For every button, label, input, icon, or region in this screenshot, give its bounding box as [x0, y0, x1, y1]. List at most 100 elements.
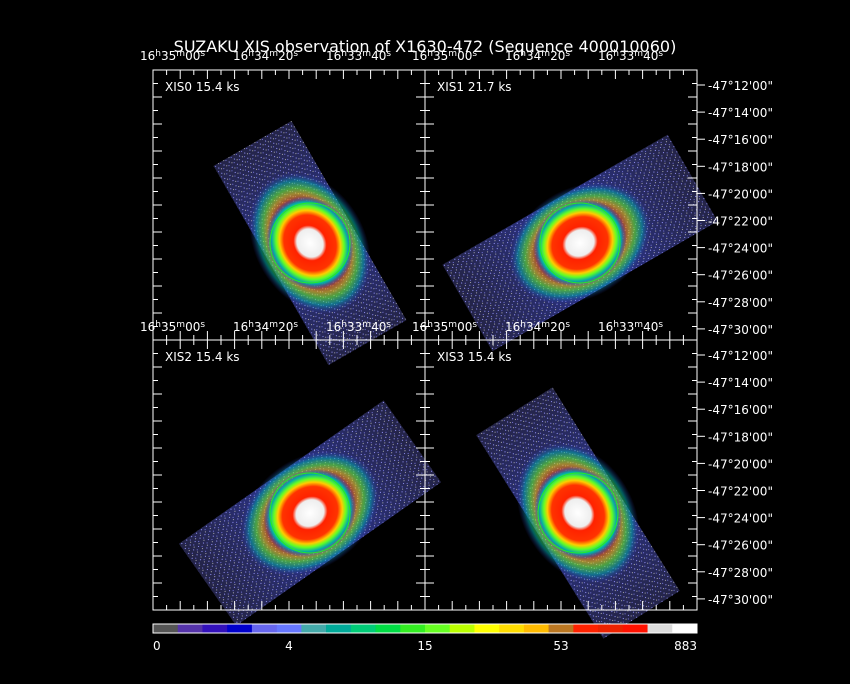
- ra-value: 20: [550, 49, 565, 63]
- ra-unit: h: [341, 320, 347, 330]
- ra-value: 16: [326, 49, 341, 63]
- ra-value: 40: [643, 49, 658, 63]
- source: [533, 199, 627, 287]
- ra-unit: h: [248, 49, 254, 59]
- ra-unit: m: [269, 49, 278, 59]
- colorbar-segment: [350, 624, 376, 633]
- ra-value: 00: [457, 320, 472, 334]
- ra-unit: h: [427, 320, 433, 330]
- ra-unit: h: [248, 320, 254, 330]
- colorbar-label: 883: [674, 639, 697, 653]
- colorbar-segment: [598, 624, 624, 633]
- ra-value: 20: [550, 320, 565, 334]
- sky-image: [178, 400, 442, 626]
- ra-unit: m: [448, 49, 457, 59]
- colorbar-segment: [523, 624, 549, 633]
- ra-label: 16h35m00s: [140, 320, 205, 334]
- ra-unit: m: [176, 49, 185, 59]
- ra-unit: s: [386, 320, 391, 330]
- ra-unit: h: [520, 49, 526, 59]
- ra-unit: m: [362, 49, 371, 59]
- ra-unit: s: [658, 49, 663, 59]
- ra-value: 40: [371, 320, 386, 334]
- colorbar-segment: [499, 624, 525, 633]
- colorbar-segment: [276, 624, 302, 633]
- dec-label: -47°14'00": [708, 106, 773, 120]
- dec-label: -47°28'00": [708, 296, 773, 310]
- ra-value: 33: [619, 320, 634, 334]
- ra-value: 34: [254, 320, 269, 334]
- ra-value: 20: [278, 320, 293, 334]
- source: [263, 468, 357, 558]
- ra-value: 16: [140, 320, 155, 334]
- colorbar-label: 0: [153, 639, 161, 653]
- ra-unit: s: [565, 320, 570, 330]
- extraction-region: [269, 202, 351, 284]
- ra-value: 00: [185, 320, 200, 334]
- title: SUZAKU XIS observation of X1630-472 (Seq…: [174, 37, 677, 56]
- dec-label: -47°14'00": [708, 376, 773, 390]
- colorbar-segment: [400, 624, 426, 633]
- ra-value: 40: [643, 320, 658, 334]
- dec-label: -47°24'00": [708, 242, 773, 256]
- ra-unit: s: [386, 49, 391, 59]
- ra-label: 16h34m20s: [505, 49, 570, 63]
- ra-value: 34: [254, 49, 269, 63]
- ra-value: 34: [526, 49, 541, 63]
- ra-label: 16h34m20s: [233, 49, 298, 63]
- ra-unit: m: [448, 320, 457, 330]
- ra-value: 16: [233, 49, 248, 63]
- ra-unit: m: [269, 320, 278, 330]
- ra-label: 16h35m00s: [140, 49, 205, 63]
- ra-unit: m: [634, 320, 643, 330]
- source: [266, 196, 354, 290]
- ra-value: 35: [433, 320, 448, 334]
- colorbar-label: 4: [285, 639, 293, 653]
- colorbar-segment: [202, 624, 228, 633]
- extraction-region: [537, 472, 619, 554]
- colorbar-segment: [449, 624, 475, 633]
- sky-image: [476, 387, 680, 639]
- ra-unit: s: [658, 320, 663, 330]
- ra-value: 33: [347, 320, 362, 334]
- colorbar-segment: [153, 624, 179, 633]
- ra-value: 35: [161, 49, 176, 63]
- ra-unit: s: [293, 49, 298, 59]
- ra-label: 16h35m00s: [412, 49, 477, 63]
- panel-label: XIS3 15.4 ks: [437, 350, 512, 364]
- ra-unit: h: [613, 49, 619, 59]
- ra-value: 00: [185, 49, 200, 63]
- ra-unit: m: [634, 49, 643, 59]
- ra-unit: m: [176, 320, 185, 330]
- ra-value: 35: [433, 49, 448, 63]
- ra-unit: s: [293, 320, 298, 330]
- dec-label: -47°12'00": [708, 79, 773, 93]
- ra-value: 16: [233, 320, 248, 334]
- ra-unit: h: [613, 320, 619, 330]
- dec-label: -47°16'00": [708, 403, 773, 417]
- ra-unit: s: [200, 49, 205, 59]
- sky-image: [442, 134, 718, 352]
- ra-label: 16h33m40s: [598, 320, 663, 334]
- ra-value: 35: [161, 320, 176, 334]
- dec-label: -47°16'00": [708, 133, 773, 147]
- ra-unit: s: [472, 49, 477, 59]
- ra-label: 16h34m20s: [505, 320, 570, 334]
- colorbar-segment: [548, 624, 574, 633]
- colorbar-frame: [152, 623, 698, 634]
- colorbar-label: 53: [553, 639, 568, 653]
- ra-value: 34: [526, 320, 541, 334]
- dec-label: -47°18'00": [708, 160, 773, 174]
- dec-label: -47°28'00": [708, 566, 773, 580]
- dec-label: -47°26'00": [708, 269, 773, 283]
- ra-label: 16h33m40s: [326, 49, 391, 63]
- colorbar-segment: [425, 624, 451, 633]
- colorbar-segment: [647, 624, 673, 633]
- ra-value: 16: [598, 49, 613, 63]
- ra-value: 00: [457, 49, 472, 63]
- colorbar-label: 15: [417, 639, 432, 653]
- dec-label: -47°12'00": [708, 349, 773, 363]
- ra-value: 33: [347, 49, 362, 63]
- dec-label: -47°18'00": [708, 430, 773, 444]
